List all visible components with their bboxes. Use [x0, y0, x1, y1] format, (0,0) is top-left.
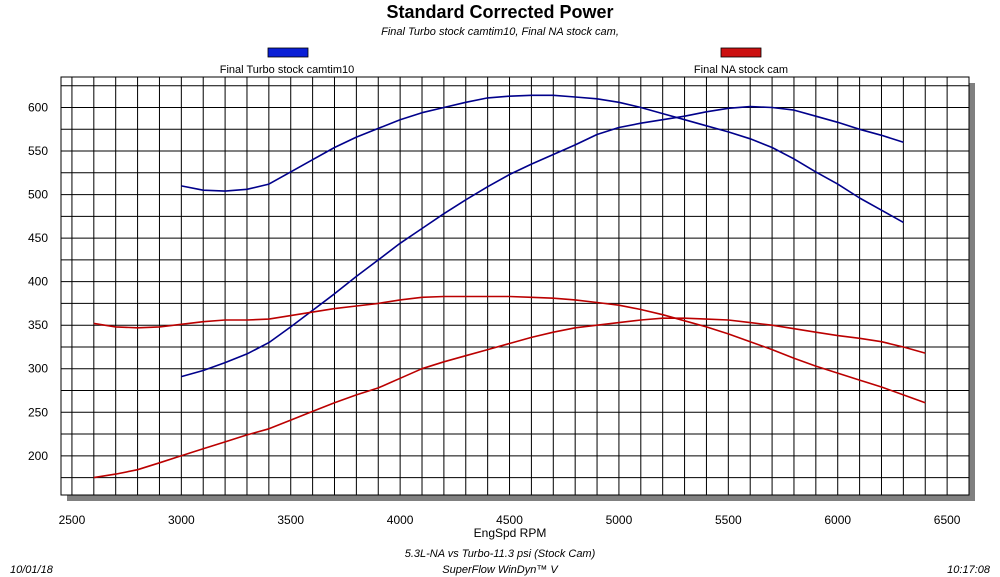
x-tick-label: 5000	[606, 513, 633, 527]
series-line-3	[93, 295, 926, 404]
x-tick-label: 6500	[934, 513, 961, 527]
chart-grid	[61, 77, 970, 495]
y-tick-label: 250	[28, 405, 48, 419]
plot-area	[60, 76, 970, 496]
x-axis-label: EngSpd RPM	[474, 526, 547, 540]
x-tick-label: 4500	[496, 513, 523, 527]
y-tick-label: 450	[28, 231, 48, 245]
chart-subtitle: Final Turbo stock camtim10, Final NA sto…	[381, 26, 619, 38]
chart-legend: Final Turbo stock camtim10 Final NA stoc…	[220, 47, 788, 76]
legend-label-na: Final NA stock cam	[694, 64, 788, 76]
series-line-2	[181, 105, 904, 378]
legend-label-turbo: Final Turbo stock camtim10	[220, 64, 355, 76]
footer-software: SuperFlow WinDyn™ V	[442, 564, 559, 576]
legend-swatch-na	[720, 47, 762, 58]
footer-date: 10/01/18	[10, 564, 54, 576]
x-tick-label: 2500	[59, 513, 86, 527]
y-tick-label: 300	[28, 362, 48, 376]
series-line-1	[181, 94, 904, 224]
chart-series	[93, 94, 926, 479]
y-tick-label: 550	[28, 144, 48, 158]
y-tick-label: 600	[28, 100, 48, 114]
footer-description: 5.3L-NA vs Turbo-11.3 psi (Stock Cam)	[405, 548, 596, 560]
footer-time: 10:17:08	[947, 564, 991, 576]
y-axis-ticks: 200 250 300 350 400 450 500 550 600	[28, 100, 48, 462]
x-axis-ticks: 2500 3000 3500 4000 4500 5000 5500 6000 6500	[59, 513, 961, 527]
x-tick-label: 4000	[387, 513, 414, 527]
x-tick-label: 6000	[824, 513, 851, 527]
y-tick-label: 500	[28, 188, 48, 202]
chart-title: Standard Corrected Power	[386, 2, 613, 22]
x-tick-label: 3500	[277, 513, 304, 527]
x-tick-label: 5500	[715, 513, 742, 527]
y-tick-label: 400	[28, 275, 48, 289]
y-tick-label: 350	[28, 318, 48, 332]
series-line-4	[93, 317, 926, 479]
legend-swatch-turbo	[267, 47, 309, 58]
y-tick-label: 200	[28, 449, 48, 463]
x-tick-label: 3000	[168, 513, 195, 527]
